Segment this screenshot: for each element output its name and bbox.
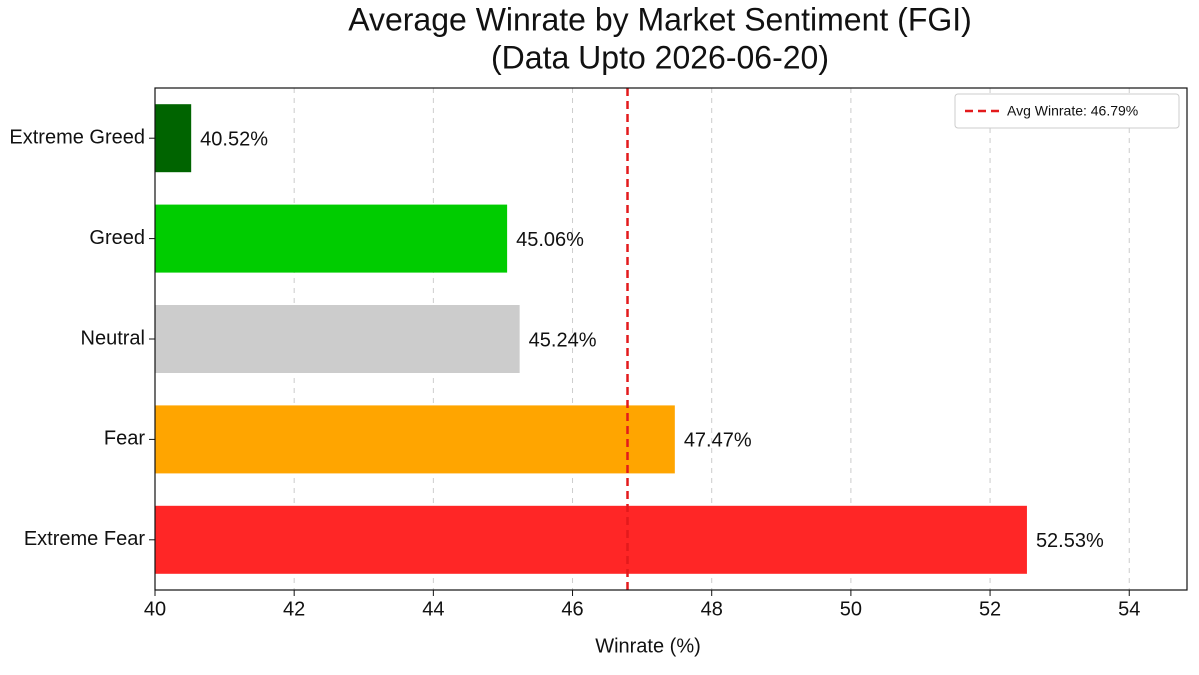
x-tick-label: 40 bbox=[144, 598, 166, 620]
x-tick-label: 44 bbox=[422, 598, 444, 620]
x-tick-label: 48 bbox=[701, 598, 723, 620]
value-label: 47.47% bbox=[684, 430, 752, 452]
bar bbox=[155, 405, 675, 474]
value-label: 52.53% bbox=[1036, 530, 1104, 552]
y-tick-label: Extreme Fear bbox=[24, 528, 145, 550]
x-tick-label: 50 bbox=[840, 598, 862, 620]
y-tick-label: Neutral bbox=[81, 327, 145, 349]
x-tick-label: 52 bbox=[979, 598, 1001, 620]
x-tick-label: 46 bbox=[561, 598, 583, 620]
legend-box bbox=[954, 93, 1180, 129]
x-tick-label: 54 bbox=[1118, 598, 1140, 620]
bar bbox=[155, 204, 508, 273]
x-tick-label: 42 bbox=[283, 598, 305, 620]
axes-frame bbox=[154, 87, 1188, 591]
chart-title: Average Winrate by Market Sentiment (FGI… bbox=[348, 1, 972, 37]
bar bbox=[155, 104, 192, 173]
value-label: 40.52% bbox=[200, 128, 268, 150]
legend-label: Avg Winrate: 46.79% bbox=[1007, 103, 1138, 119]
value-label: 45.24% bbox=[529, 329, 597, 351]
x-axis-label: Winrate (%) bbox=[595, 635, 701, 657]
y-tick-label: Extreme Greed bbox=[9, 126, 145, 148]
y-tick-label: Greed bbox=[89, 227, 145, 249]
bar bbox=[155, 305, 520, 373]
bar bbox=[155, 505, 1027, 574]
value-label: 45.06% bbox=[516, 229, 584, 251]
chart-subtitle: (Data Upto 2026-06-20) bbox=[491, 39, 829, 75]
y-tick-label: Fear bbox=[104, 428, 145, 450]
